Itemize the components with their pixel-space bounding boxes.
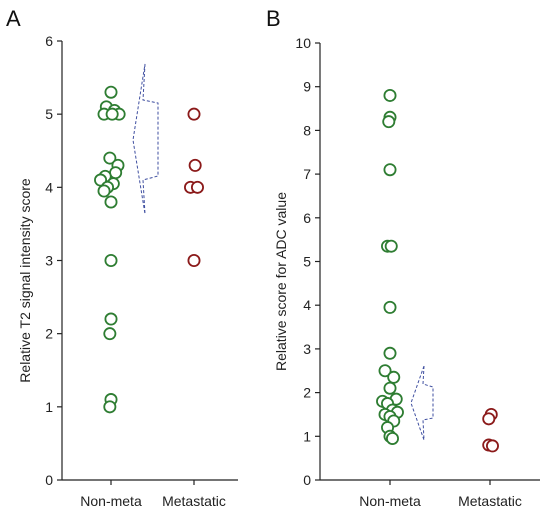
panel-b-letter: B	[266, 6, 281, 31]
panel-a-y-tick-label: 0	[45, 472, 53, 488]
panel-b-point	[383, 88, 397, 102]
panel-b-y-tick-label: 0	[303, 472, 311, 488]
panel-a-point	[187, 107, 201, 121]
panel-a-y-tick-label: 1	[45, 399, 53, 415]
panel-a-point	[97, 184, 111, 198]
panel-a-point	[103, 151, 117, 165]
panel-a-y-axis-title: Relative T2 signal intensity score	[17, 178, 33, 383]
panel-a-point	[187, 253, 201, 267]
panel-b-y-tick-label: 10	[295, 35, 311, 51]
panel-b-y-tick-label: 4	[303, 297, 311, 313]
panel-a-point	[104, 195, 118, 209]
panel-b-point	[384, 239, 398, 253]
panel-b-point	[482, 412, 496, 426]
panel-a-point	[188, 158, 202, 172]
panel-a-y-tick-label: 6	[45, 33, 53, 49]
panel-b-x-tick-label: Metastatic	[458, 493, 522, 509]
panel-b-y-tick-label: 1	[303, 428, 311, 444]
panel-b-point	[383, 346, 397, 360]
panel-b-arrow-annotation	[410, 365, 434, 441]
panel-a-point	[103, 400, 117, 414]
panel-a-y-tick-label: 5	[45, 106, 53, 122]
panel-b-y-tick-label: 5	[303, 254, 311, 270]
panel-a-y-tick-label: 2	[45, 326, 53, 342]
panel-a-point	[104, 253, 118, 267]
panel-b-point	[382, 115, 396, 129]
panel-b-y-tick-label: 8	[303, 122, 311, 138]
panel-b-x-tick-label: Non-meta	[359, 493, 421, 509]
panel-b-y-tick-label: 2	[303, 385, 311, 401]
panel-b-y-tick-label: 7	[303, 166, 311, 182]
panel-b-point	[383, 300, 397, 314]
panel-a-point	[104, 312, 118, 326]
panel-b-point	[485, 439, 499, 453]
panel-a-y-tick-label: 3	[45, 253, 53, 269]
panel-b-point	[383, 381, 397, 395]
panel-b-point	[378, 364, 392, 378]
panel-b-y-tick-label: 6	[303, 210, 311, 226]
panel-a-x-tick-label: Metastatic	[162, 493, 226, 509]
panel-b-y-tick-label: 9	[303, 79, 311, 95]
panel-a-point	[190, 180, 204, 194]
panel-a-x-tick-label: Non-meta	[80, 493, 142, 509]
panel-b-point	[385, 431, 399, 445]
panel-b-y-axis-title: Relative score for ADC value	[273, 192, 289, 371]
panel-a-point	[104, 85, 118, 99]
panel-a-letter: A	[6, 6, 21, 31]
panel-a-point	[103, 327, 117, 341]
panel-b: B 0 1 2 3 4 5 6 7 8 9 10 Non-meta Metastatic Relative…	[266, 6, 540, 509]
panel-a: A 0 1 2 3 4 5 6 Non-meta Metastatic Relative T2 s…	[6, 6, 238, 509]
panel-a-arrow-annotation	[132, 63, 159, 215]
panel-b-point	[387, 370, 401, 384]
panel-b-point	[383, 163, 397, 177]
panel-b-y-tick-label: 3	[303, 341, 311, 357]
panel-a-point	[109, 166, 123, 180]
panel-a-point	[105, 107, 119, 121]
panel-a-y-tick-label: 4	[45, 179, 53, 195]
